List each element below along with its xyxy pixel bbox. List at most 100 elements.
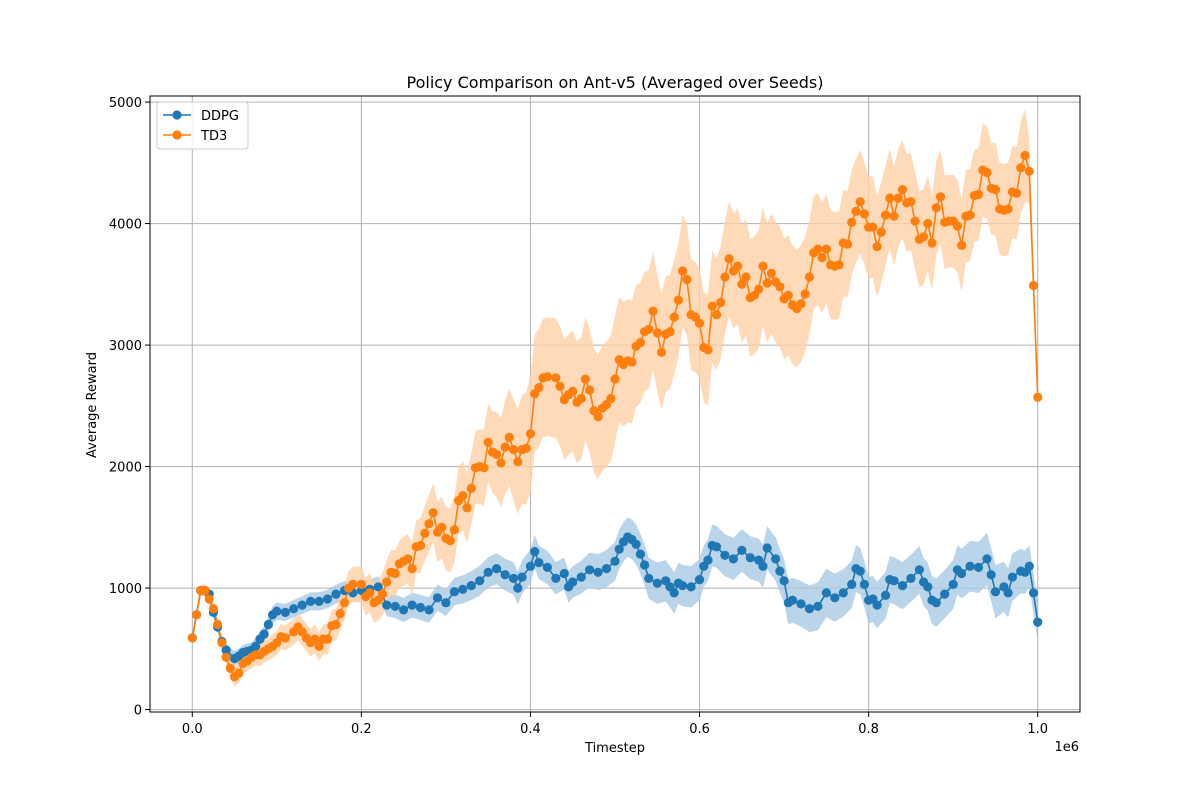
ddpg-data-point (458, 584, 468, 594)
plot-frame (149, 95, 1081, 713)
td3-data-point (492, 449, 502, 459)
td3-data-point (919, 232, 929, 242)
td3-data-point (973, 189, 984, 199)
ddpg-data-point (880, 590, 891, 601)
ddpg-data-point (631, 539, 641, 549)
td3-data-point (466, 483, 476, 493)
td3-data-point (800, 289, 810, 299)
td3-data-point (990, 185, 1001, 195)
ddpg-data-point (559, 568, 569, 579)
ddpg-data-point (373, 582, 383, 592)
td3-data-point (390, 568, 400, 579)
ddpg-data-point (530, 547, 540, 557)
x-tick-label: 1.0 (1027, 722, 1048, 737)
td3-data-point (754, 284, 764, 294)
td3-data-point (234, 668, 244, 678)
td3-data-point (542, 372, 553, 382)
td3-data-point (1028, 280, 1039, 291)
ddpg-data-point (322, 594, 333, 604)
ddpg-data-point (1007, 572, 1018, 582)
td3-data-point (673, 295, 684, 305)
x-tick-label: 0.2 (351, 722, 372, 737)
ddpg-data-point (1003, 588, 1013, 598)
ddpg-data-point (821, 588, 832, 598)
ddpg-data-point (508, 573, 519, 584)
ddpg-data-point (813, 601, 823, 611)
td3-data-point (652, 328, 662, 338)
ddpg-data-point (640, 560, 650, 570)
ddpg-data-point (686, 582, 696, 592)
td3-data-point (665, 327, 675, 337)
ddpg-data-point (644, 573, 654, 584)
td3-data-point (678, 266, 688, 276)
td3-data-point (783, 290, 793, 300)
ddpg-data-point (745, 553, 755, 563)
ddpg-data-point (1028, 588, 1039, 598)
td3-data-point (551, 373, 561, 383)
ddpg-data-point (703, 555, 713, 565)
ddpg-data-point (382, 600, 392, 610)
ddpg-data-point (263, 619, 273, 630)
ddpg-data-point (272, 606, 282, 616)
td3-data-point (508, 445, 519, 455)
y-axis-label: Average Reward (85, 352, 100, 458)
ddpg-data-point (221, 645, 231, 655)
ddpg-data-point (973, 562, 984, 573)
td3-data-point (428, 508, 438, 518)
td3-data-point (191, 610, 202, 620)
ddpg-data-point (492, 564, 502, 574)
ddpg-data-point (931, 598, 941, 608)
ddpg-data-point (758, 561, 768, 571)
ddpg-data-point (415, 602, 426, 613)
ddpg-data-point (407, 600, 417, 610)
td3-data-point (741, 272, 751, 282)
ddpg-data-point (251, 641, 261, 652)
td3-data-point (817, 253, 827, 263)
ddpg-data-point (601, 564, 612, 574)
td3-data-point (762, 278, 772, 288)
td3-data-point (906, 197, 916, 207)
td3-data-point (204, 594, 214, 604)
y-tick-label: 4000 (109, 218, 142, 233)
ddpg-data-point (441, 598, 451, 608)
td3-data-point (365, 588, 375, 598)
ddpg-data-point (576, 572, 586, 582)
td3-data-point (821, 244, 832, 254)
td3-data-point (893, 193, 903, 203)
td3-data-point (669, 312, 679, 322)
ddpg-data-point (771, 554, 781, 564)
td3-data-point (187, 633, 197, 643)
chart-title: Policy Comparison on Ant-v5 (Averaged ov… (407, 73, 824, 92)
td3-data-point (724, 254, 734, 264)
ddpg-data-point (399, 605, 409, 615)
td3-data-point (927, 238, 937, 248)
td3-data-point (585, 385, 595, 395)
ddpg-data-point (542, 562, 553, 573)
ddpg-data-point (610, 556, 620, 566)
ddpg-data-point (652, 578, 662, 588)
td3-data-point (758, 261, 768, 271)
td3-data-point (716, 297, 726, 308)
td3-data-point (885, 193, 895, 203)
x-tick-label: 0.4 (520, 722, 541, 737)
td3-data-point (775, 282, 785, 292)
td3-data-point (213, 619, 223, 630)
y-tick-label: 2000 (109, 461, 142, 476)
x-tick-label: 0.8 (858, 722, 879, 737)
ddpg-data-point (614, 544, 624, 554)
td3-data-point (322, 634, 333, 644)
ddpg-data-point (990, 587, 1001, 597)
y-tick-label: 0 (134, 704, 142, 719)
td3-data-point (356, 579, 366, 590)
td3-data-point (314, 641, 324, 652)
td3-data-point (403, 554, 413, 564)
td3-data-point (737, 279, 747, 289)
td3-data-point (733, 261, 743, 271)
ddpg-data-point (551, 573, 561, 584)
td3-data-point (935, 192, 946, 202)
td3-data-point (335, 609, 345, 619)
ddpg-data-point (906, 573, 916, 584)
ddpg-data-point (314, 596, 324, 607)
ddpg-data-point (737, 545, 747, 556)
ddpg-data-point (965, 561, 975, 571)
